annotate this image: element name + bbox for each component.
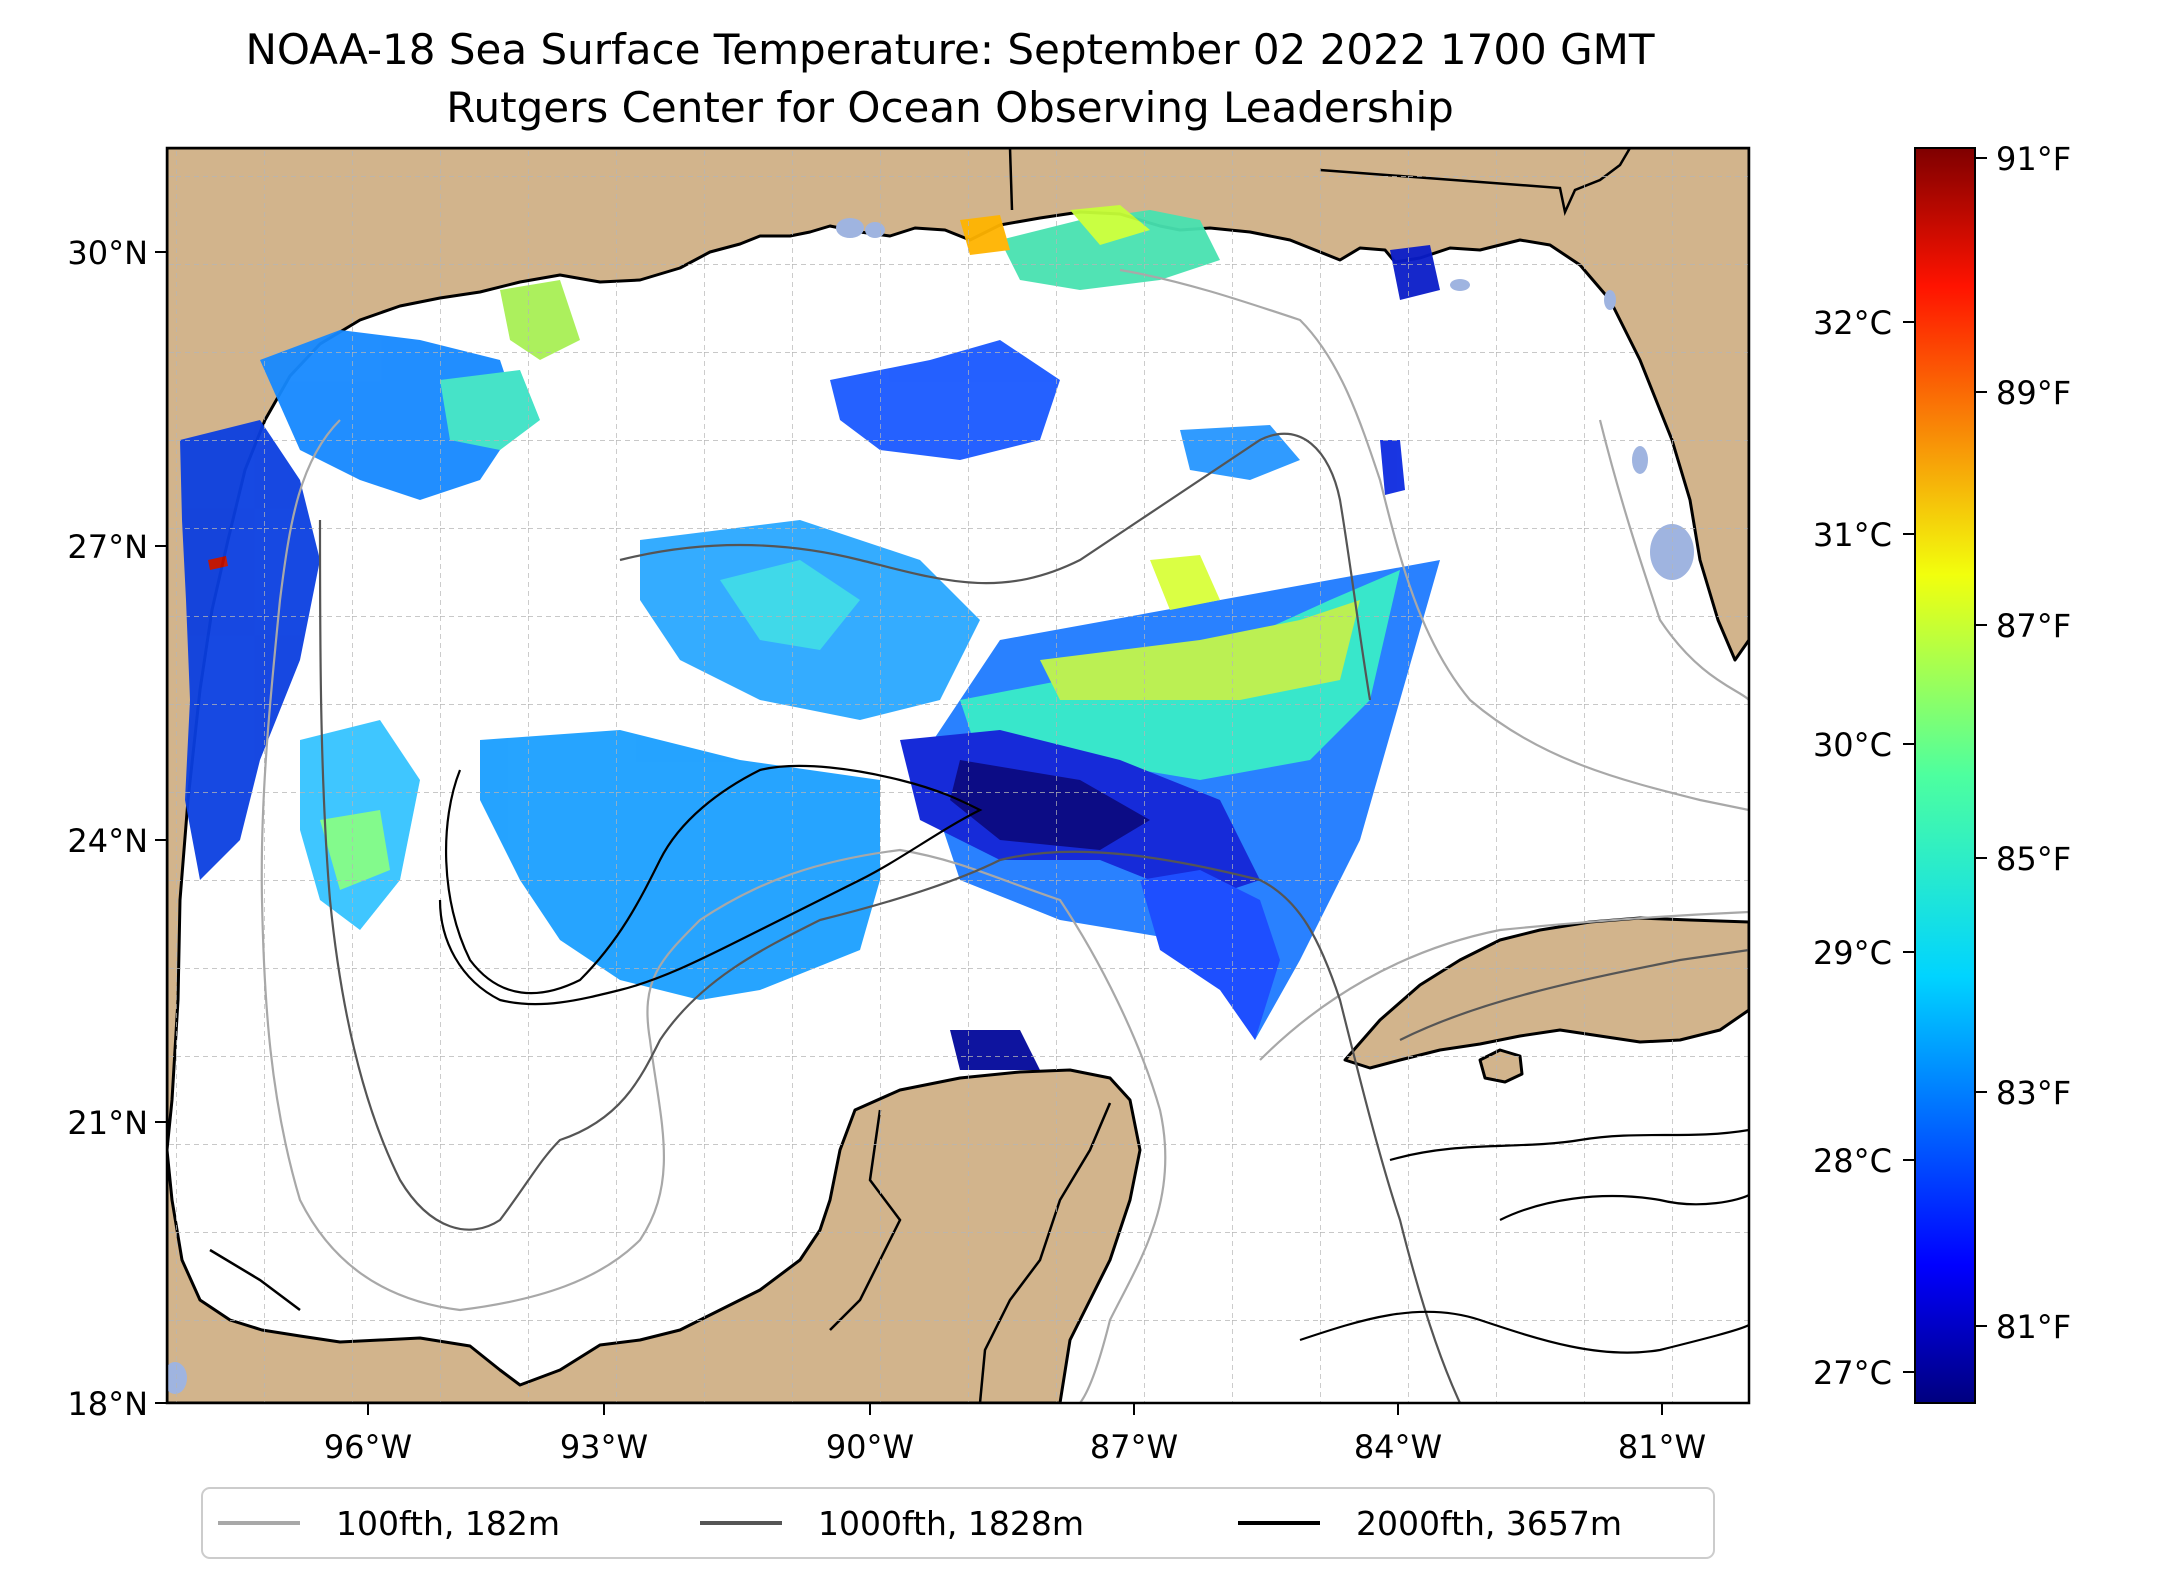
lon-tick-84w: 84°W <box>1354 1428 1442 1466</box>
lon-tick-90w: 90°W <box>826 1428 914 1466</box>
lon-tick-93w: 93°W <box>560 1428 648 1466</box>
celsius-tick-27: 27°C <box>1813 1354 1892 1392</box>
lat-tick-18n: 18°N <box>67 1385 148 1423</box>
lon-tick-87w: 87°W <box>1090 1428 1178 1466</box>
celsius-tick-31: 31°C <box>1813 516 1892 554</box>
lat-tick-27n: 27°N <box>67 528 148 566</box>
map-frame <box>165 146 1751 1405</box>
legend-label-2000fth: 2000fth, 3657m <box>1356 1504 1622 1543</box>
bathymetry-100fth <box>260 268 1749 1403</box>
lon-tick-96w: 96°W <box>324 1428 412 1466</box>
lat-tick-24n: 24°N <box>67 822 148 860</box>
title-line-1: NOAA-18 Sea Surface Temperature: Septemb… <box>245 25 1654 74</box>
lon-axis <box>367 1403 1663 1415</box>
lon-tick-81w: 81°W <box>1618 1428 1706 1466</box>
map-panel[interactable] <box>80 78 1880 1478</box>
celsius-tick-30: 30°C <box>1813 726 1892 764</box>
colorbar-gradient <box>1914 147 1976 1404</box>
colorbar: 32°C 31°C 30°C 29°C 28°C 27°C 91°F 89°F … <box>1813 140 2071 1404</box>
title-line-2: Rutgers Center for Ocean Observing Leade… <box>446 83 1454 132</box>
fahrenheit-tick-83: 83°F <box>1996 1074 2071 1112</box>
fahrenheit-tick-81: 81°F <box>1996 1308 2071 1346</box>
celsius-tick-28: 28°C <box>1813 1142 1892 1180</box>
celsius-tick-32: 32°C <box>1813 304 1892 342</box>
celsius-tick-29: 29°C <box>1813 934 1892 972</box>
contour-legend: 100fth, 182m 1000fth, 1828m 2000fth, 365… <box>201 1487 1715 1559</box>
bathymetry-2000fth <box>438 764 1749 1354</box>
legend-label-1000fth: 1000fth, 1828m <box>818 1504 1084 1543</box>
legend-label-100fth: 100fth, 182m <box>336 1504 560 1543</box>
bathymetry-1000fth <box>318 432 1749 1403</box>
fahrenheit-tick-89: 89°F <box>1996 374 2071 412</box>
fahrenheit-tick-85: 85°F <box>1996 840 2071 878</box>
lat-tick-30n: 30°N <box>67 234 148 272</box>
lat-axis <box>155 251 167 1404</box>
lat-tick-21n: 21°N <box>67 1104 148 1142</box>
gridlines <box>167 148 1749 1403</box>
fahrenheit-tick-87: 87°F <box>1996 607 2071 645</box>
fahrenheit-tick-91: 91°F <box>1996 140 2071 178</box>
